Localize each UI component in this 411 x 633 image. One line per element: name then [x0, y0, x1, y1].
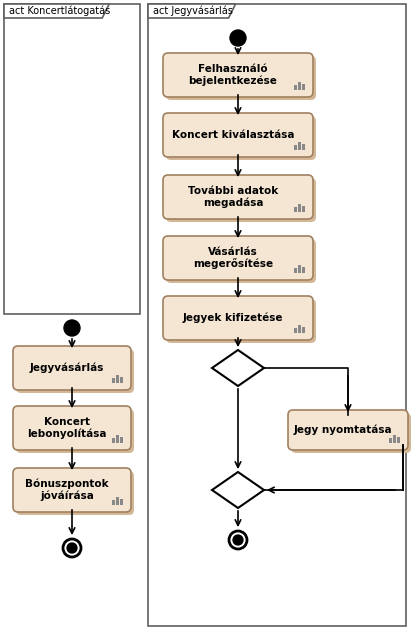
Bar	[112, 378, 115, 383]
Bar	[4, 4, 140, 314]
Text: Felhasználó
bejelentkezése: Felhasználó bejelentkezése	[189, 64, 277, 86]
FancyBboxPatch shape	[291, 413, 411, 453]
Bar	[302, 84, 305, 90]
FancyBboxPatch shape	[163, 53, 313, 97]
Text: act Koncertlátogatás: act Koncertlátogatás	[9, 6, 110, 16]
Circle shape	[67, 543, 77, 553]
FancyBboxPatch shape	[166, 178, 316, 222]
Polygon shape	[148, 4, 236, 18]
FancyBboxPatch shape	[166, 116, 316, 160]
Bar	[116, 497, 119, 505]
FancyBboxPatch shape	[13, 468, 131, 512]
Bar	[302, 206, 305, 212]
Bar	[294, 207, 297, 212]
Bar	[393, 435, 396, 443]
Text: Koncert kiválasztása: Koncert kiválasztása	[172, 130, 294, 140]
Text: Vásárlás
megerősítése: Vásárlás megerősítése	[193, 247, 273, 270]
Text: További adatok
megadása: További adatok megadása	[188, 186, 278, 208]
Bar	[294, 268, 297, 273]
Circle shape	[233, 535, 243, 545]
FancyBboxPatch shape	[163, 296, 313, 340]
Bar	[397, 437, 400, 443]
FancyBboxPatch shape	[16, 471, 134, 515]
FancyBboxPatch shape	[13, 406, 131, 450]
Polygon shape	[212, 472, 264, 508]
FancyBboxPatch shape	[166, 56, 316, 100]
Bar	[116, 375, 119, 383]
Bar	[294, 145, 297, 150]
Bar	[298, 82, 301, 90]
Bar	[298, 325, 301, 333]
Bar	[294, 85, 297, 90]
FancyBboxPatch shape	[163, 113, 313, 157]
FancyBboxPatch shape	[166, 239, 316, 283]
Bar	[116, 435, 119, 443]
Polygon shape	[4, 4, 109, 18]
Bar	[298, 204, 301, 212]
Text: Bónuszpontok
jóváírása: Bónuszpontok jóváírása	[25, 479, 109, 501]
FancyBboxPatch shape	[163, 236, 313, 280]
Bar	[302, 144, 305, 150]
FancyBboxPatch shape	[16, 349, 134, 393]
FancyBboxPatch shape	[166, 299, 316, 343]
Text: Koncert
lebonyolítása: Koncert lebonyolítása	[27, 417, 107, 439]
FancyBboxPatch shape	[288, 410, 408, 450]
FancyBboxPatch shape	[13, 346, 131, 390]
Bar	[389, 438, 392, 443]
Polygon shape	[212, 350, 264, 386]
Bar	[298, 265, 301, 273]
Bar	[112, 438, 115, 443]
Bar	[120, 437, 123, 443]
Circle shape	[230, 30, 246, 46]
Bar	[302, 267, 305, 273]
FancyBboxPatch shape	[163, 175, 313, 219]
Bar	[120, 499, 123, 505]
Text: Jegyek kifizetése: Jegyek kifizetése	[183, 313, 283, 323]
Text: Jegyvásárlás: Jegyvásárlás	[30, 363, 104, 373]
Text: act Jegyvásárlás: act Jegyvásárlás	[153, 6, 233, 16]
Text: Jegy nyomtatása: Jegy nyomtatása	[294, 425, 393, 436]
Bar	[298, 142, 301, 150]
FancyBboxPatch shape	[16, 409, 134, 453]
Bar	[294, 328, 297, 333]
Bar	[120, 377, 123, 383]
Bar	[302, 327, 305, 333]
Circle shape	[64, 320, 80, 336]
Bar	[148, 4, 406, 626]
Bar	[112, 500, 115, 505]
